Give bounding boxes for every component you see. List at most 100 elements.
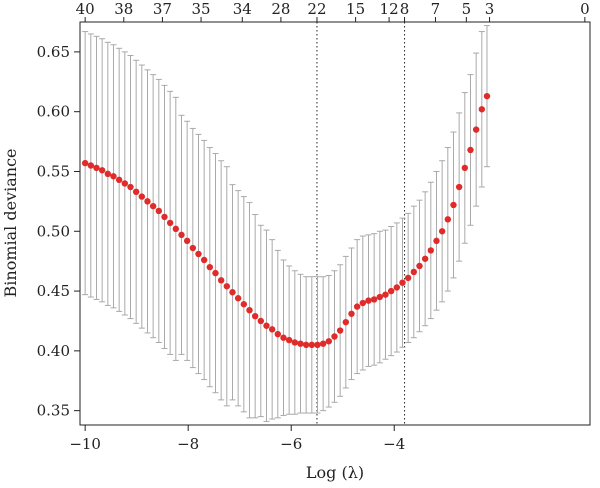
data-point [461,164,469,172]
data-point [127,183,134,191]
y-tick-label: 0.50 [37,222,70,240]
data-point [132,188,140,196]
data-point [365,297,372,304]
top-tick-label: 12 [380,0,399,18]
data-point [331,333,338,340]
data-point [370,296,378,303]
data-point [399,279,406,286]
data-point [359,299,367,307]
data-point [336,327,344,334]
data-point [274,330,282,338]
top-axis: 40 38 37 35 34 28 22 15 12 8 7 5 3 0 [76,0,590,22]
y-axis: 0.35 0.40 0.45 0.50 0.55 0.60 0.65 [37,43,80,420]
data-point [472,126,480,133]
data-point [206,263,214,271]
data-point [149,202,157,210]
data-point [212,269,219,277]
data-point [87,162,95,169]
data-point [376,293,384,301]
data-point [342,318,350,326]
data-point [308,341,316,349]
data-point [302,341,310,349]
top-tick-label: 22 [307,0,326,18]
top-tick-label: 35 [192,0,211,18]
data-point [246,306,253,314]
x-axis: −10 −8 −6 −4 [69,425,405,453]
data-point [450,201,457,209]
data-point [166,219,174,227]
data-point [393,284,401,291]
y-tick-label: 0.65 [37,43,70,61]
x-tick-label: −6 [280,435,302,453]
x-axis-title: Log (λ) [306,463,364,482]
data-point [81,159,89,167]
data-point [404,274,412,282]
data-point [297,340,304,347]
y-tick-label: 0.45 [37,282,70,300]
data-point [410,268,418,276]
data-point [319,340,327,347]
y-tick-label: 0.35 [37,402,70,420]
data-point [416,262,423,270]
data-point [387,287,395,295]
top-tick-label: 28 [271,0,290,18]
data-point [240,301,248,308]
top-tick-label: 5 [462,0,472,18]
data-point [121,180,129,187]
x-tick-label: −10 [69,435,101,453]
top-tick-label: 38 [114,0,133,18]
data-point [257,317,265,325]
top-tick-label: 15 [346,0,365,18]
top-tick-label: 3 [485,0,495,18]
data-point [438,228,446,235]
x-tick-label: −8 [177,435,199,453]
data-point [251,312,259,320]
data-point [427,247,435,254]
data-point [110,173,117,180]
data-point [263,322,270,329]
x-tick-label: −4 [383,435,405,453]
top-tick-label: 34 [233,0,252,18]
top-tick-label: 7 [431,0,441,18]
data-point [280,334,287,341]
lambda-reference-lines [316,22,406,425]
error-bars [82,25,490,422]
data-point [155,207,163,215]
data-point [172,225,180,233]
data-point [455,183,463,191]
data-point [382,291,389,298]
y-tick-label: 0.55 [37,162,70,180]
data-point [285,336,293,344]
y-axis-title: Binomial deviance [1,149,20,298]
data-point [229,289,236,296]
data-point [353,303,361,310]
top-tick-label: 0 [580,0,590,18]
data-point [115,176,123,184]
data-point [195,250,202,258]
data-point [138,193,146,200]
data-point [104,170,112,178]
data-point [314,341,321,349]
plot-frame [79,21,591,426]
data-point [223,283,231,290]
data-point [93,164,100,172]
data-point [467,146,474,154]
data-point [478,106,486,113]
data-point [161,213,168,221]
data-point [444,216,452,223]
data-point [217,277,225,284]
data-point [189,244,197,252]
data-point [291,339,299,346]
data-point [98,167,106,174]
data-point [268,326,276,333]
data-point [178,231,185,239]
data-point [183,237,191,245]
y-tick-label: 0.40 [37,342,70,360]
data-point [348,310,355,317]
top-tick-label: 37 [153,0,172,18]
data-point [200,256,208,264]
data-point [144,198,151,205]
top-tick-label: 8 [400,0,410,18]
data-point [234,295,242,302]
